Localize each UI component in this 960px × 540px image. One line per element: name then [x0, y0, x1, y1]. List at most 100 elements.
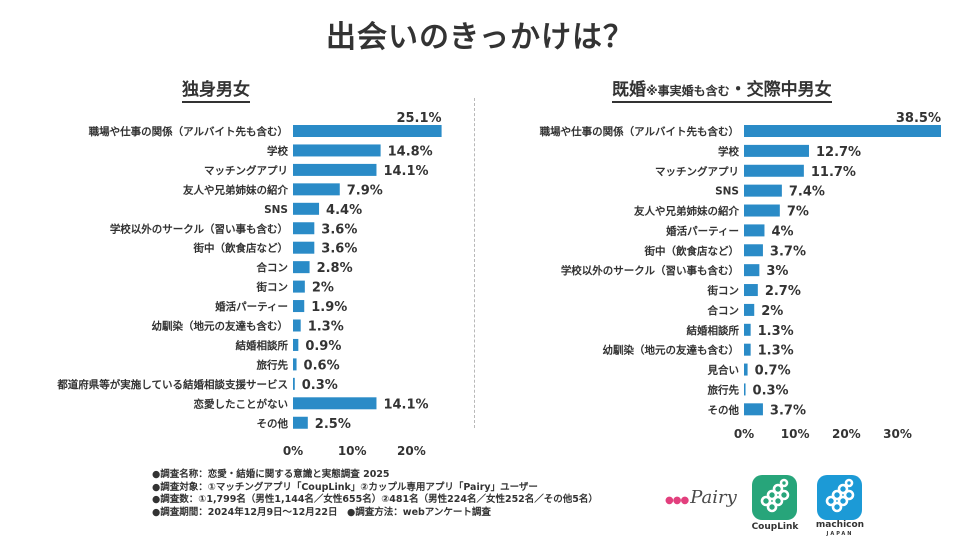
- left-category-label: その他: [257, 417, 289, 430]
- left-bar: [293, 397, 377, 410]
- right-value-label: 12.7%: [816, 145, 861, 160]
- right-bar: [744, 363, 748, 376]
- panel-divider: [474, 98, 475, 428]
- left-category-label: 街コン: [256, 281, 289, 294]
- right-value-label: 1.3%: [758, 324, 794, 339]
- note-survey-name: ●調査名称：恋愛・結婚に関する意識と実態調査 2025: [152, 469, 390, 480]
- pairy-logo: ●●● Pairy: [665, 487, 737, 508]
- left-value-label: 2.8%: [317, 261, 353, 276]
- right-category-label: 見合い: [707, 364, 740, 377]
- left-bar: [293, 338, 299, 351]
- right-bar: [744, 343, 751, 356]
- right-tick-label: 0%: [734, 427, 754, 441]
- right-value-label: 4%: [771, 224, 793, 239]
- right-title-main: 既婚: [612, 80, 646, 100]
- right-value-label: 2%: [761, 304, 783, 319]
- left-value-label: 1.9%: [311, 300, 347, 315]
- machicon-logo-text: machicon: [815, 520, 865, 530]
- right-bar: [744, 244, 763, 257]
- right-category-label: その他: [708, 403, 740, 416]
- right-value-label: 3%: [766, 264, 788, 279]
- left-category-label: 婚活パーティー: [214, 300, 288, 313]
- right-tick-label: 10%: [781, 427, 810, 441]
- right-value-label: 3.7%: [770, 403, 806, 418]
- left-category-label: 街中（飲食店など）: [193, 242, 289, 255]
- left-bar: [293, 144, 381, 157]
- left-bar: [293, 241, 315, 254]
- right-bar: [744, 264, 760, 277]
- left-value-label: 2.5%: [315, 417, 351, 432]
- right-bar: [744, 284, 758, 297]
- right-value-label: 38.5%: [896, 111, 941, 126]
- left-bar: [293, 125, 442, 137]
- left-value-label: 4.4%: [326, 203, 362, 218]
- left-category-label: 旅行先: [257, 358, 289, 371]
- right-title-rest: ・交際中男女: [729, 80, 832, 100]
- right-category-label: 結婚相談所: [687, 324, 740, 337]
- left-category-label: 幼馴染（地元の友達も含む）: [152, 320, 289, 333]
- left-tick-label: 20%: [397, 444, 426, 458]
- pairy-logo-text: Pairy: [690, 487, 737, 508]
- left-category-label: 合コン: [256, 261, 289, 274]
- right-bar: [744, 164, 804, 177]
- right-bar: [744, 204, 780, 217]
- left-category-label: 恋愛したことがない: [194, 397, 289, 410]
- left-category-label: 友人や兄弟姉妹の紹介: [182, 183, 288, 196]
- left-category-label: マッチングアプリ: [204, 164, 288, 177]
- right-category-label: 学校以外のサークル（習い事も含む）: [561, 264, 739, 277]
- left-tick-label: 0%: [283, 444, 303, 458]
- left-bar: [293, 280, 305, 293]
- right-value-label: 0.7%: [755, 364, 791, 379]
- note-survey-target: ●調査対象：①マッチングアプリ「CoupLink」②カップル専用アプリ「Pair…: [152, 481, 538, 493]
- right-tick-label: 30%: [883, 427, 912, 441]
- right-category-label: マッチングアプリ: [655, 165, 739, 178]
- left-bar: [293, 183, 340, 196]
- left-bar: [293, 261, 310, 274]
- right-value-label: 7%: [787, 205, 809, 220]
- right-bar: [744, 303, 755, 316]
- right-bar: [744, 323, 751, 336]
- left-bar: [293, 358, 297, 371]
- left-category-label: 都道府県等が実施している結婚相談支援サービス: [56, 378, 288, 391]
- note-survey-period: ●調査期間：2024年12月9日〜12月22日 ●調査方法：webアンケート調査: [152, 506, 491, 518]
- right-value-label: 2.7%: [765, 284, 801, 299]
- right-category-label: 学校: [718, 145, 739, 158]
- right-category-label: 婚活パーティー: [665, 224, 739, 237]
- right-panel-title: 既婚※事実婚も含む・交際中男女: [612, 75, 832, 103]
- left-category-label: SNS: [264, 204, 288, 216]
- left-bar: [293, 416, 308, 429]
- right-bar: [744, 184, 782, 197]
- survey-notes: ●調査名称：恋愛・結婚に関する意識と実態調査 2025 ●調査対象：①マッチング…: [152, 469, 598, 519]
- left-bar: [293, 163, 377, 176]
- machicon-logo-subtext: JAPAN: [826, 531, 854, 537]
- left-value-label: 3.6%: [321, 222, 357, 237]
- left-value-label: 2%: [312, 281, 334, 296]
- left-value-label: 0.6%: [304, 358, 340, 373]
- pairy-mark-icon: ●●●: [665, 495, 689, 506]
- left-value-label: 14.1%: [383, 397, 428, 412]
- left-category-label: 学校: [267, 144, 288, 157]
- left-category-label: 学校以外のサークル（習い事も含む）: [110, 222, 288, 235]
- left-tick-label: 10%: [338, 444, 367, 458]
- right-category-label: 旅行先: [708, 383, 740, 396]
- left-value-label: 1.3%: [308, 320, 344, 335]
- left-bar: [293, 377, 295, 390]
- right-bar: [744, 144, 809, 157]
- left-panel-title: 独身男女: [182, 75, 250, 103]
- left-category-label: 結婚相談所: [236, 339, 289, 352]
- right-category-label: SNS: [715, 186, 739, 198]
- right-tick-label: 20%: [832, 427, 861, 441]
- right-bar: [744, 125, 941, 137]
- left-value-label: 0.9%: [305, 339, 341, 354]
- right-bar: [744, 224, 765, 237]
- right-category-label: 街コン: [707, 284, 740, 297]
- left-bar: [293, 319, 301, 332]
- right-value-label: 7.4%: [789, 185, 825, 200]
- right-value-label: 1.3%: [758, 344, 794, 359]
- left-value-label: 0.3%: [302, 378, 338, 393]
- right-category-label: 幼馴染（地元の友達も含む）: [603, 344, 740, 357]
- right-category-label: 街中（飲食店など）: [644, 244, 740, 257]
- left-bar: [293, 222, 315, 235]
- page-title: 出会いのきっかけは？: [326, 20, 634, 55]
- right-title-note: ※事実婚も含む: [646, 84, 730, 98]
